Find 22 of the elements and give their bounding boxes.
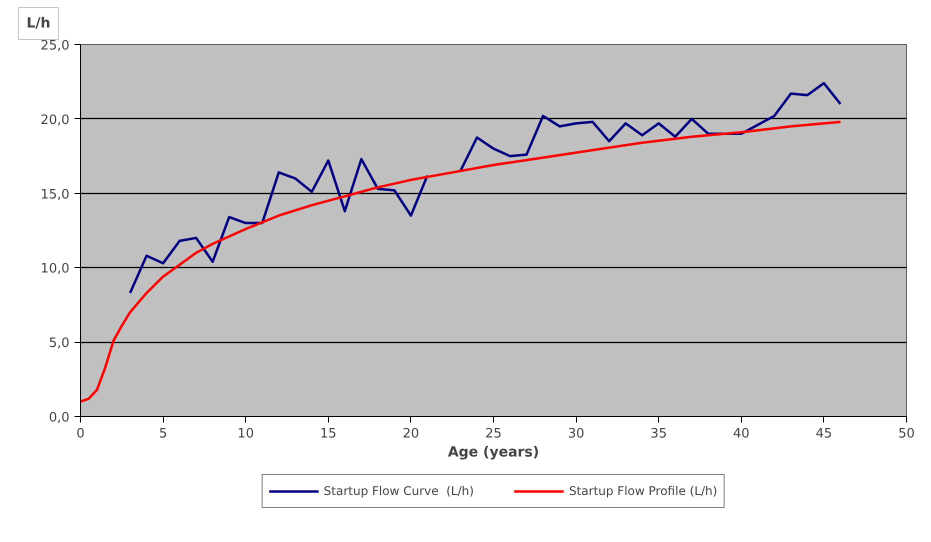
line-series (80, 120, 842, 403)
y-tick-label: 15,0 (40, 187, 70, 202)
legend-label: Startup Flow Profile (L/h) (568, 484, 718, 498)
x-tick-label: 35 (650, 426, 667, 442)
x-tick-label: 40 (733, 426, 750, 442)
legend-label: Startup Flow Curve (L/h) (324, 484, 474, 498)
x-tick-label: 20 (402, 426, 420, 442)
x-tick-label: 15 (320, 426, 337, 442)
x-tick-label: 0 (76, 426, 85, 442)
y-axis-title: L/h (26, 16, 51, 32)
y-tick-label: 25,0 (40, 38, 70, 54)
y-tick-label: 5,0 (48, 336, 70, 352)
x-tick-label: 30 (568, 426, 584, 442)
y-tick-label: 10,0 (40, 262, 70, 277)
x-tick-label: 50 (898, 426, 915, 442)
x-tick-label: 25 (485, 426, 502, 442)
x-tick-label: 5 (158, 426, 168, 442)
x-tick-label: 45 (816, 426, 832, 442)
y-tick-label: 0,0 (48, 410, 70, 426)
x-axis-title: Age (years) (448, 444, 540, 460)
x-tick-label: 10 (237, 426, 254, 442)
y-tick-label: 20,0 (40, 112, 70, 128)
